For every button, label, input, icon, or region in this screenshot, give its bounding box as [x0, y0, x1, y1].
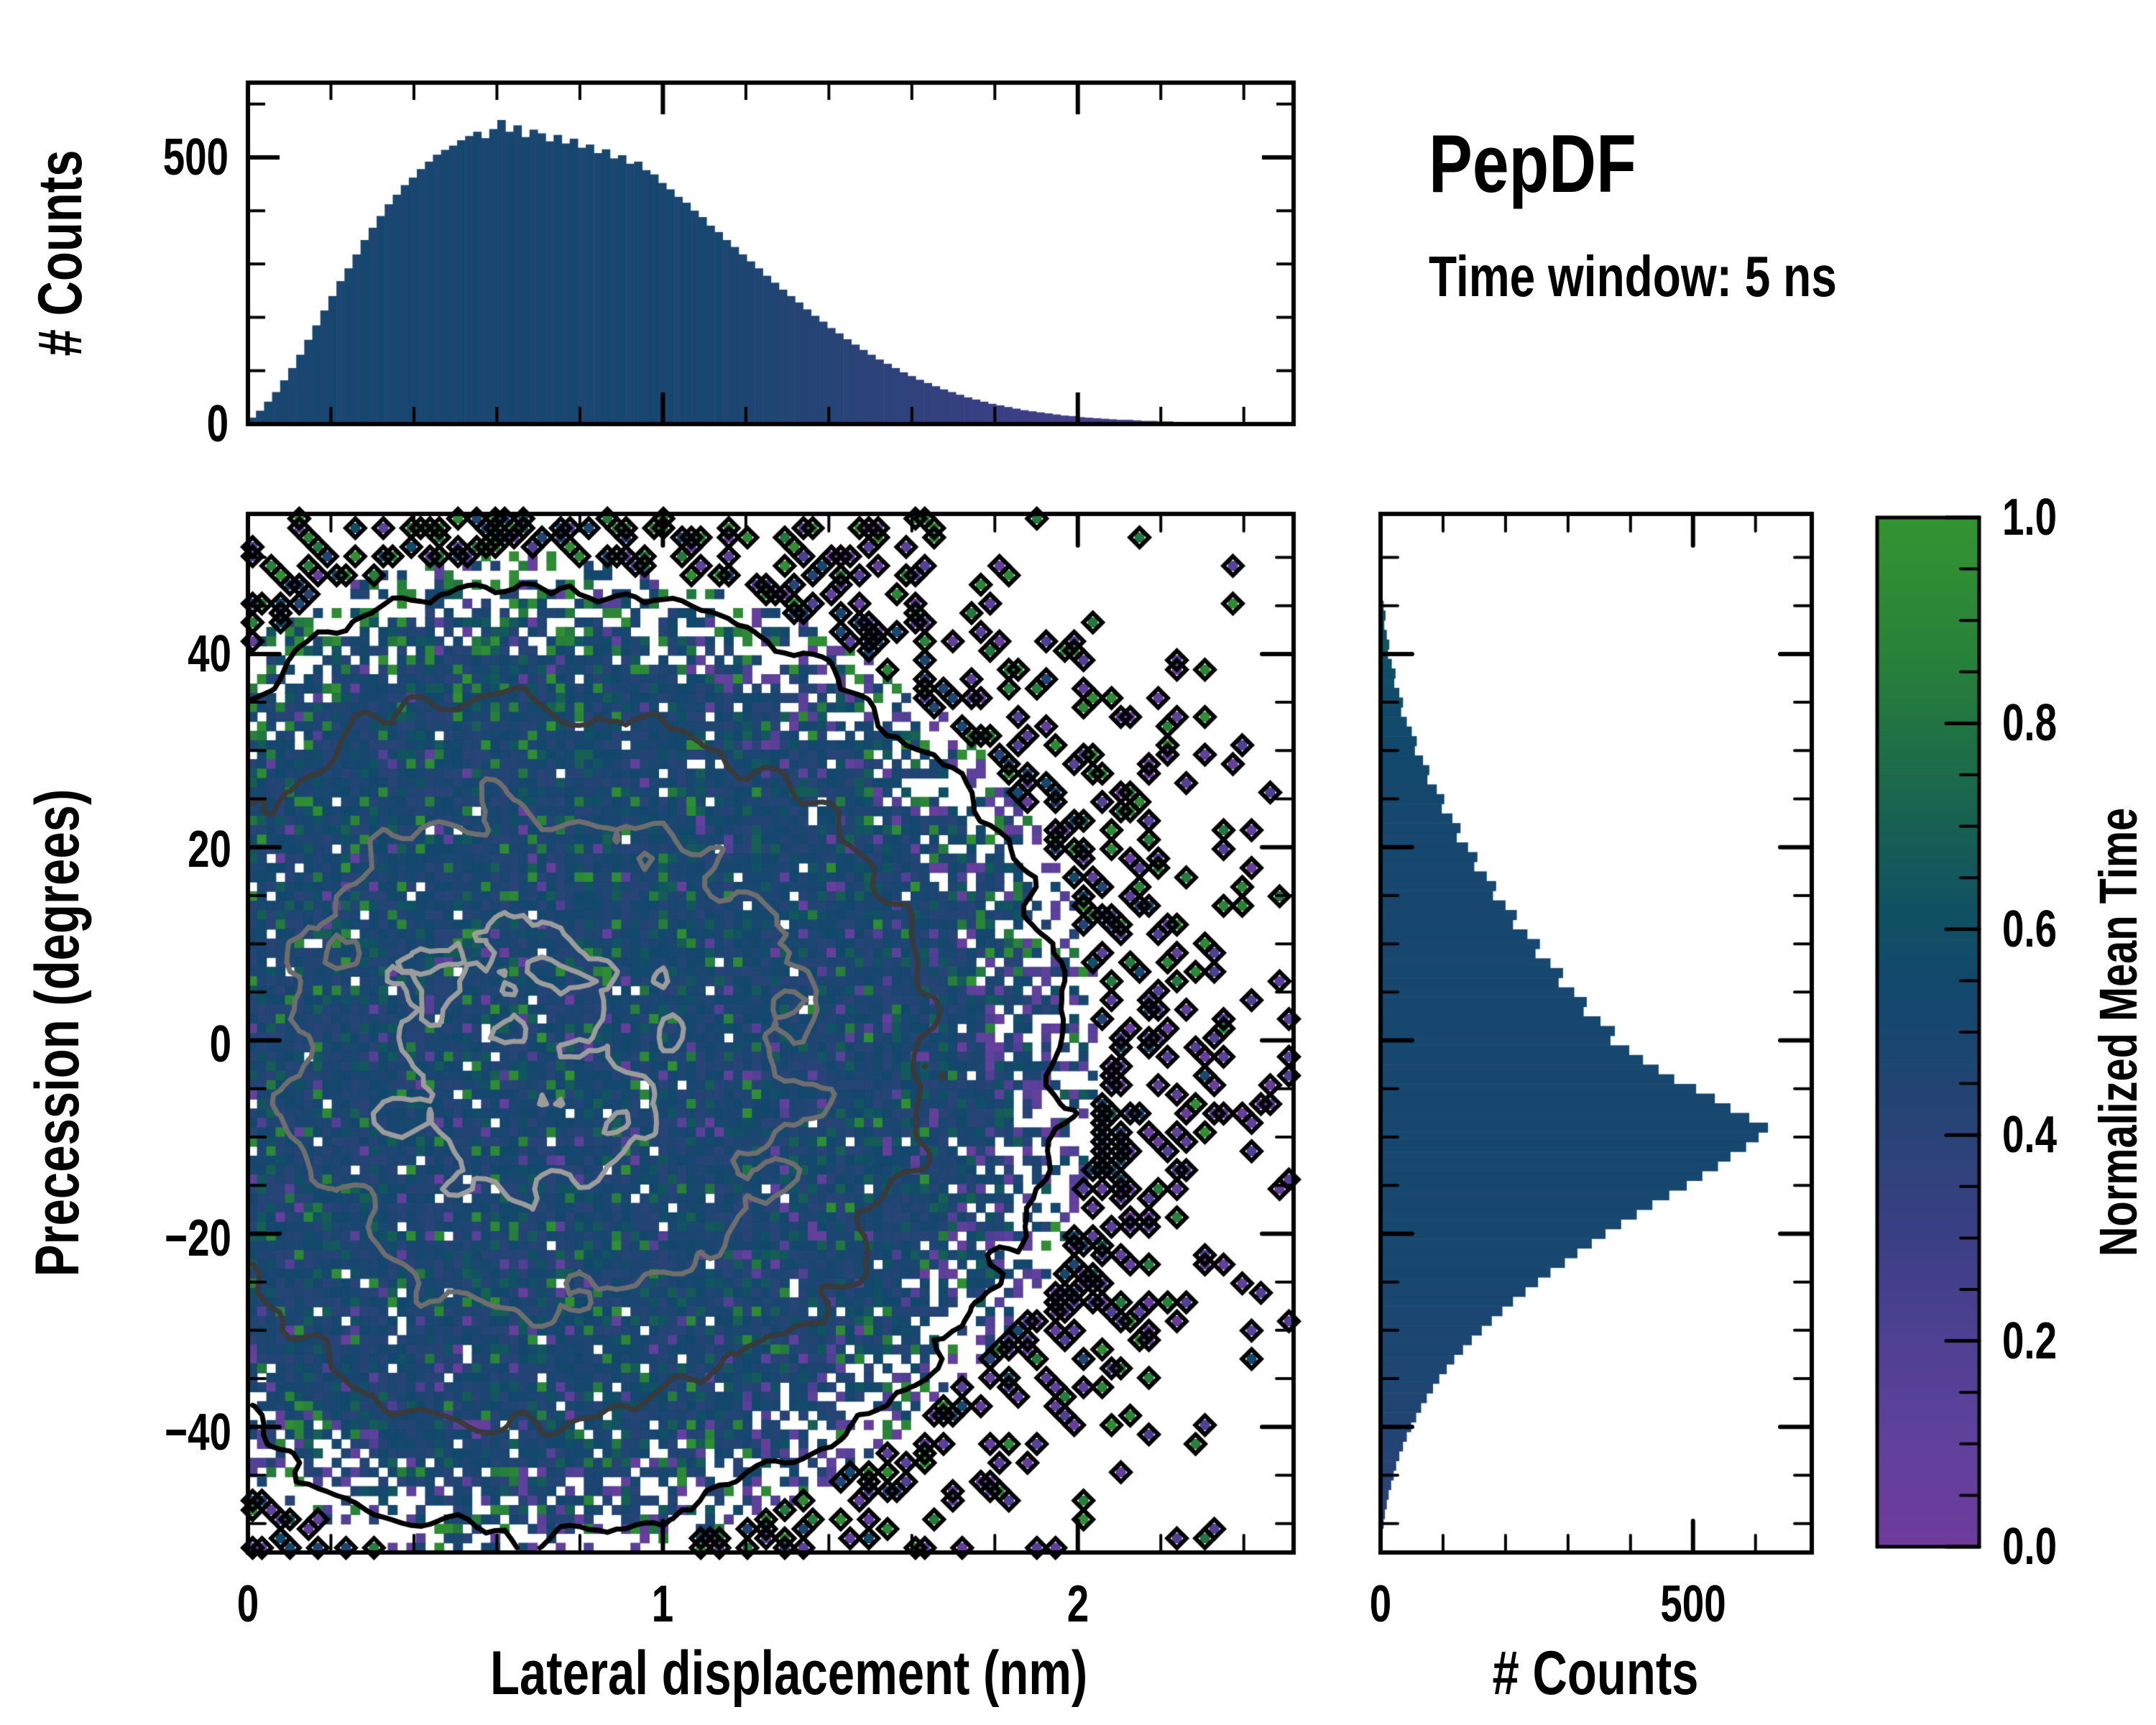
cbar-tick-0.2: 0.2 [2002, 1312, 2058, 1370]
main-xlabel: Lateral displacement (nm) [490, 1639, 1088, 1708]
main-ytick-m40: −40 [165, 1404, 231, 1461]
righthist-xlabel: # Counts [1492, 1639, 1699, 1708]
tophist-ylabel: # Counts [26, 150, 95, 356]
cbar-tick-0.6: 0.6 [2002, 901, 2058, 958]
cbar-tick-1.0: 1.0 [2002, 489, 2058, 546]
figure-subtitle: Time window: 5 ns [1429, 244, 1837, 308]
cbar-label: Normalized Mean Time [2088, 807, 2148, 1257]
righthist-xtick-0: 0 [1369, 1576, 1392, 1633]
main-ytick-40: 40 [188, 625, 231, 683]
main-ytick-20: 20 [188, 821, 231, 878]
tophist-ytick-0: 0 [206, 395, 229, 453]
main-ytick-m20: −20 [165, 1210, 231, 1267]
main-xtick-2: 2 [1067, 1576, 1089, 1633]
figure-title: PepDF [1429, 119, 1636, 210]
main-xtick-0: 0 [236, 1576, 259, 1633]
main-ylabel: Precession (degrees) [23, 788, 92, 1277]
righthist-xtick-500: 500 [1660, 1576, 1726, 1633]
cbar-tick-0.0: 0.0 [2002, 1518, 2058, 1576]
cbar-tick-0.4: 0.4 [2002, 1106, 2058, 1164]
main-xtick-1: 1 [651, 1576, 674, 1633]
cbar-tick-0.8: 0.8 [2002, 694, 2058, 752]
main-ytick-0: 0 [209, 1016, 231, 1073]
tophist-ytick-500: 500 [162, 129, 229, 186]
